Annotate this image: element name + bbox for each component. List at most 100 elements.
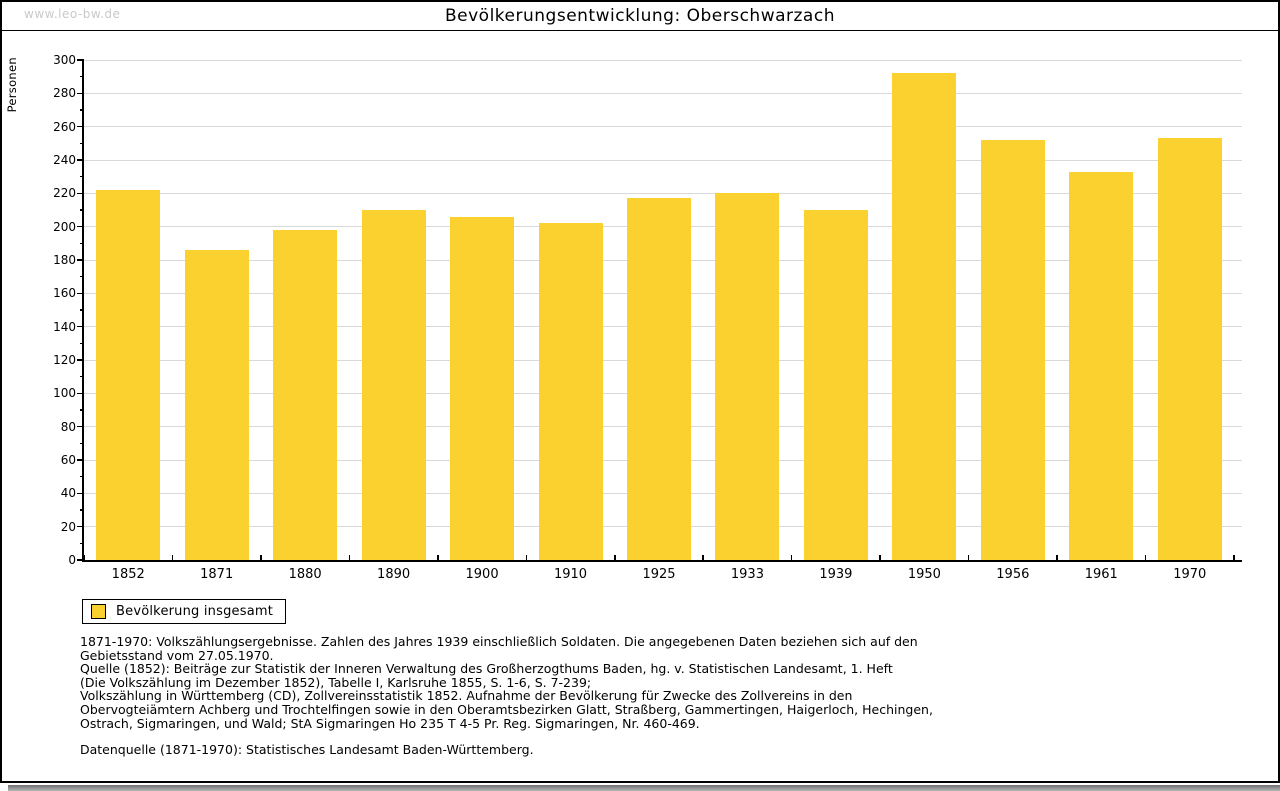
x-boundary-tick-11 — [1056, 555, 1058, 560]
footnote-line-6: Obervogteiämtern Achberg und Trochtelfin… — [80, 701, 933, 717]
y-tick-160 — [77, 292, 84, 295]
bar-1956 — [980, 140, 1045, 560]
bar-1970 — [1157, 138, 1222, 560]
bar-1939 — [803, 210, 868, 560]
x-boundary-tick-13 — [1233, 555, 1235, 560]
footnote-line-5: Volkszählung in Württemberg (CD), Zollve… — [80, 688, 853, 704]
header-divider — [2, 30, 1278, 31]
y-tick-label-100: 100 — [53, 386, 76, 401]
x-boundary-tick-9 — [879, 555, 881, 560]
y-tick-180 — [77, 259, 84, 261]
y-tick-200 — [77, 225, 84, 228]
y-tick-240 — [77, 159, 84, 161]
gridline-260 — [84, 126, 1242, 128]
x-boundary-tick-0 — [83, 555, 85, 560]
x-boundary-tick-4 — [437, 555, 439, 560]
bar-1880 — [273, 230, 338, 560]
bar-1925 — [627, 198, 691, 560]
y-tick-130 — [80, 342, 84, 345]
y-tick-50 — [80, 475, 84, 478]
y-tick-label-0: 0 — [68, 553, 76, 567]
x-label-1961: 1961 — [1084, 567, 1118, 582]
y-tick-label-40: 40 — [60, 486, 76, 501]
x-label-1933: 1933 — [730, 567, 764, 582]
legend-label: Bevölkerung insgesamt — [116, 604, 274, 619]
page-title: Bevölkerungsentwicklung: Oberschwarzach — [445, 6, 835, 26]
y-tick-label-220: 220 — [53, 186, 76, 201]
y-tick-270 — [80, 109, 84, 111]
x-label-1910: 1910 — [553, 567, 588, 582]
footnote-line-2: Gebietsstand vom 27.05.1970. — [80, 647, 274, 663]
bar-1950 — [892, 73, 957, 560]
bar-1900 — [450, 216, 515, 560]
gridline-280 — [84, 92, 1242, 94]
y-tick-90 — [80, 409, 84, 411]
legend: Bevölkerung insgesamt — [82, 599, 287, 624]
watermark-leo-bw: www.leo-bw.de — [24, 7, 121, 21]
x-boundary-tick-6 — [614, 555, 616, 560]
x-label-1956: 1956 — [996, 567, 1030, 582]
x-label-1925: 1925 — [642, 567, 676, 582]
y-tick-label-200: 200 — [53, 219, 76, 234]
y-tick-80 — [77, 425, 84, 428]
y-tick-150 — [80, 309, 84, 311]
x-boundary-tick-3 — [348, 555, 351, 560]
y-tick-30 — [80, 509, 84, 511]
y-tick-label-80: 80 — [60, 419, 76, 434]
y-tick-60 — [77, 459, 84, 461]
y-tick-label-260: 260 — [53, 119, 76, 134]
y-tick-250 — [80, 142, 84, 145]
y-tick-label-240: 240 — [53, 153, 76, 167]
y-tick-40 — [77, 492, 84, 495]
x-label-1871: 1871 — [200, 567, 234, 582]
y-tick-280 — [77, 92, 84, 95]
x-label-1890: 1890 — [377, 567, 411, 582]
x-label-1852: 1852 — [111, 567, 145, 582]
y-tick-label-300: 300 — [53, 53, 76, 67]
y-tick-140 — [77, 325, 84, 328]
y-tick-210 — [80, 209, 84, 211]
y-tick-label-280: 280 — [53, 86, 76, 101]
x-boundary-tick-8 — [790, 555, 793, 560]
x-boundary-tick-5 — [525, 555, 528, 560]
y-tick-300 — [77, 59, 84, 61]
gridline-220 — [84, 192, 1242, 194]
plot-area: 0 20 40 60 80 100 120 140 160 180 200 220 240 260 280 3… — [53, 54, 1242, 582]
x-label-1900: 1900 — [465, 567, 499, 582]
y-tick-290 — [80, 75, 84, 78]
x-label-1950: 1950 — [907, 567, 941, 582]
x-boundary-tick-12 — [1144, 555, 1147, 560]
x-boundary-tick-2 — [260, 555, 262, 560]
bar-1910 — [538, 223, 603, 560]
x-boundary-tick-1 — [171, 555, 174, 560]
footnote-line-3: Quelle (1852): Beiträge zur Statistik de… — [80, 661, 893, 677]
y-tick-220 — [77, 192, 84, 195]
y-tick-label-140: 140 — [53, 319, 76, 334]
x-label-1939: 1939 — [819, 567, 853, 582]
y-tick-0 — [77, 559, 84, 561]
y-tick-70 — [80, 442, 84, 445]
bar-1871 — [184, 250, 249, 560]
footnote-line-4: (Die Volkszählung im Dezember 1852), Tab… — [80, 674, 592, 690]
y-tick-label-180: 180 — [53, 253, 76, 267]
bar-1890 — [361, 210, 426, 560]
x-boundary-tick-10 — [967, 555, 970, 560]
bar-1961 — [1069, 171, 1134, 560]
y-tick-190 — [80, 242, 84, 245]
bar-1852 — [96, 190, 161, 560]
y-tick-120 — [77, 359, 84, 361]
y-tick-label-60: 60 — [60, 453, 76, 467]
y-tick-230 — [80, 175, 84, 178]
y-tick-label-20: 20 — [60, 519, 76, 534]
y-tick-10 — [80, 542, 84, 545]
gridline-300 — [84, 59, 1242, 61]
gridline-240 — [84, 159, 1242, 161]
x-boundary-tick-7 — [702, 555, 704, 560]
footnotes: 1871-1970: Volkszählungsergebnisse. Zahl… — [80, 635, 933, 757]
y-tick-170 — [80, 275, 84, 278]
y-axis-title: Personen — [5, 57, 19, 113]
y-tick-label-160: 160 — [53, 286, 76, 301]
y-tick-110 — [80, 375, 84, 378]
window-shadow — [8, 785, 1280, 791]
